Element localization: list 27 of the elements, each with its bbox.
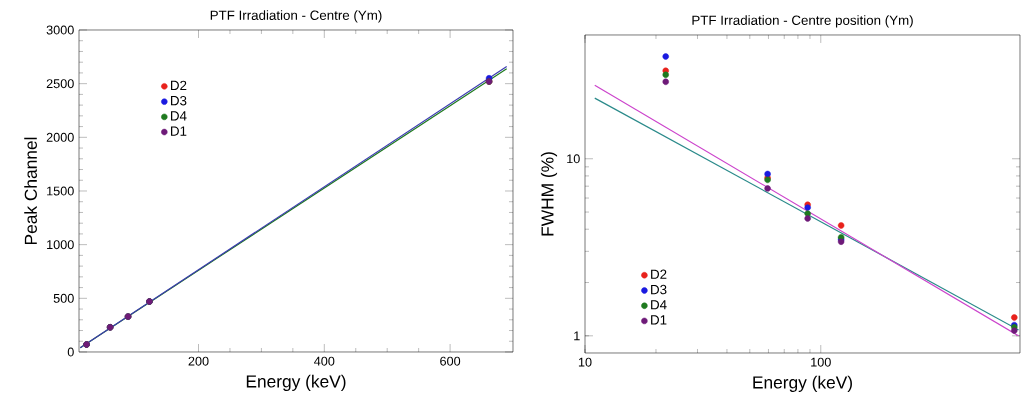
- legend-label: D2: [171, 80, 187, 90]
- y-tick-label: 3000: [46, 25, 74, 35]
- y-axis-title: Peak Channel: [24, 137, 37, 245]
- y-tick-label: 2000: [46, 132, 74, 142]
- chart-title: PTF Irradiation - Centre position (Ym): [692, 15, 913, 28]
- y-tick-label: 2500: [46, 79, 74, 89]
- x-tick-label: 100: [811, 357, 831, 367]
- chart-title: PTF Irradiation - Centre (Ym): [210, 10, 382, 23]
- y-tick-label: 0: [67, 347, 74, 357]
- x-tick-label: 400: [314, 356, 335, 366]
- y-tick-label: 500: [53, 293, 74, 303]
- legend-label: D4: [171, 111, 187, 121]
- y-axis-title: FWHM (%): [540, 152, 558, 236]
- legend-label: D1: [651, 315, 667, 325]
- x-axis-title: Energy (keV): [753, 375, 852, 392]
- x-tick-label: 10: [578, 357, 592, 367]
- legend-label: D1: [171, 126, 187, 136]
- x-tick-label: 200: [188, 356, 209, 366]
- legend-label: D3: [651, 284, 667, 295]
- legend-label: D2: [651, 269, 667, 279]
- y-tick-label: 1500: [47, 186, 74, 196]
- legend-label: D4: [651, 300, 667, 310]
- y-tick-label: 1: [574, 331, 580, 341]
- legend-label: D3: [171, 95, 187, 106]
- y-tick-label: 1000: [47, 240, 74, 250]
- x-axis-title: Energy (keV): [246, 374, 346, 391]
- x-tick-label: 600: [440, 356, 461, 366]
